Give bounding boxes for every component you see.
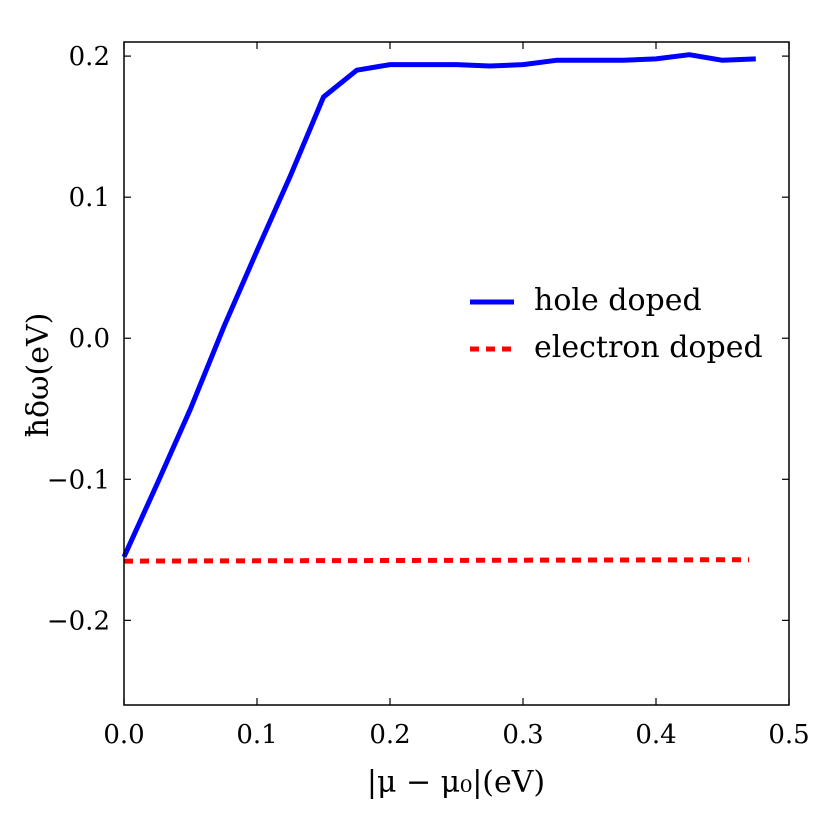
y-axis-label: ħδω(eV) (21, 313, 56, 438)
legend: hole doped electron doped (470, 283, 763, 365)
legend-label-electron-doped: electron doped (534, 330, 763, 365)
legend-label-hole-doped: hole doped (534, 283, 702, 318)
y-tick-label: 0.2 (69, 42, 110, 72)
tick-labels: 0.0 0.1 0.2 0.3 0.4 0.5 −0.2 −0.1 0.0 0.1 0.2 (47, 42, 810, 750)
series-layer (121, 52, 756, 564)
series-line-hole-doped (121, 52, 756, 558)
y-tick-label: 0.0 (69, 324, 110, 354)
x-tick-label: 0.4 (635, 720, 676, 750)
x-tick-label: 0.0 (103, 720, 144, 750)
x-tick-label: 0.2 (369, 720, 410, 750)
x-tick-label: 0.5 (768, 720, 809, 750)
x-axis-label: |μ − μ₀|(eV) (367, 765, 545, 800)
y-tick-label: 0.1 (69, 183, 110, 213)
x-tick-label: 0.1 (236, 720, 277, 750)
series-line-electron-doped (123, 557, 750, 564)
ticks (123, 42, 790, 705)
x-tick-label: 0.3 (502, 720, 543, 750)
plot-frame (123, 41, 790, 706)
y-tick-label: −0.2 (47, 606, 110, 636)
y-tick-label: −0.1 (47, 465, 110, 495)
